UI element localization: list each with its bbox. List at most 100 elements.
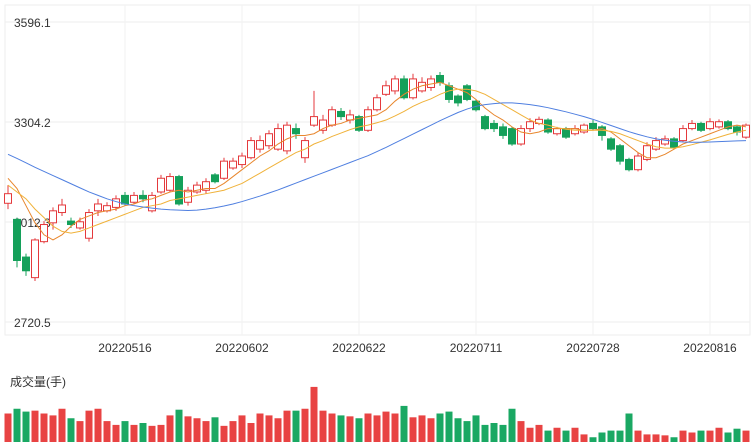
- candle-body: [652, 140, 660, 150]
- candle-body: [121, 194, 129, 205]
- volume-bar: [463, 421, 471, 442]
- volume-bar: [247, 423, 255, 442]
- volume-bar: [409, 417, 417, 442]
- candle-body: [697, 122, 705, 131]
- candle-body: [328, 109, 336, 126]
- candle-body: [436, 74, 444, 83]
- candle-body: [337, 110, 345, 118]
- candle-body: [670, 138, 678, 148]
- volume-bar: [634, 430, 642, 442]
- volume-bar: [517, 421, 525, 442]
- candle-body: [391, 78, 399, 92]
- volume-bar: [193, 418, 201, 442]
- volume-bar: [454, 418, 462, 442]
- plot-frame: [4, 4, 751, 336]
- candle-body: [688, 122, 696, 130]
- candle-body: [625, 158, 633, 171]
- volume-bar: [688, 432, 696, 442]
- volume-bar: [562, 430, 570, 442]
- x-tick-label: 20220622: [332, 341, 386, 355]
- x-tick-label: 20220516: [98, 341, 152, 355]
- candle-body: [31, 239, 39, 279]
- candle-body: [139, 194, 147, 200]
- candle-body: [148, 194, 156, 212]
- candle-body: [202, 181, 210, 191]
- candle-body: [607, 138, 615, 150]
- volume-bar: [274, 418, 282, 442]
- volume-bar: [148, 425, 156, 442]
- volume-bar: [427, 418, 435, 442]
- y-tick-label: 3304.2: [14, 116, 51, 130]
- volume-bar: [364, 413, 372, 442]
- candle-body: [247, 140, 255, 159]
- volume-bar: [166, 415, 174, 442]
- volume-bar: [319, 410, 327, 442]
- candle-body: [508, 128, 516, 145]
- volume-bar: [13, 408, 21, 442]
- y-tick-label: 2720.5: [14, 316, 51, 330]
- candle-body: [616, 145, 624, 162]
- candle-body: [706, 121, 714, 130]
- volume-bar: [535, 424, 543, 442]
- volume-bar: [310, 386, 318, 442]
- volume-bar: [400, 405, 408, 442]
- moving-average-line: [7, 102, 747, 211]
- volume-bar: [706, 430, 714, 442]
- candle-body: [454, 95, 462, 104]
- candle-body: [517, 128, 525, 145]
- volume-bar: [130, 424, 138, 442]
- candle-body: [22, 256, 30, 272]
- volume-bar: [373, 415, 381, 442]
- volume-bar: [301, 408, 309, 442]
- candle-body: [193, 184, 201, 193]
- volume-bar: [679, 430, 687, 442]
- candle-body: [238, 155, 246, 166]
- volume-bar: [697, 430, 705, 442]
- volume-bar: [85, 410, 93, 442]
- volume-bar: [598, 432, 606, 442]
- volume-bar: [715, 427, 723, 442]
- volume-bar: [661, 435, 669, 442]
- x-tick-label: 20220602: [215, 341, 269, 355]
- candle-body: [643, 145, 651, 160]
- volume-bar: [472, 415, 480, 442]
- volume-bar: [616, 430, 624, 442]
- candle-body: [634, 155, 642, 171]
- volume-bar: [391, 413, 399, 442]
- candle-body: [355, 116, 363, 131]
- candle-body: [40, 224, 48, 243]
- volume-bar: [544, 430, 552, 442]
- volume-bar: [580, 434, 588, 442]
- volume-bar: [112, 424, 120, 442]
- candle-body: [94, 203, 102, 212]
- volume-bar: [355, 418, 363, 442]
- volume-bar: [670, 437, 678, 442]
- volume-bar: [553, 427, 561, 442]
- volume-bar: [76, 421, 84, 442]
- candle-body: [166, 176, 174, 191]
- volume-bar: [571, 427, 579, 442]
- candle-body: [67, 220, 75, 226]
- candle-body: [229, 160, 237, 169]
- candle-body: [490, 122, 498, 130]
- volume-bar: [436, 413, 444, 442]
- volume-bar: [211, 417, 219, 442]
- candle-body: [274, 128, 282, 150]
- volume-bar: [256, 413, 264, 442]
- candle-body: [445, 85, 453, 100]
- candle-body: [499, 126, 507, 136]
- volume-bar: [22, 411, 30, 442]
- volume-bar: [202, 421, 210, 442]
- candle-body: [85, 212, 93, 239]
- candle-body: [553, 128, 561, 135]
- candle-body: [58, 204, 66, 214]
- volume-bar: [49, 415, 57, 442]
- candle-body: [580, 124, 588, 133]
- candle-body: [589, 122, 597, 130]
- candle-body: [679, 128, 687, 142]
- candle-body: [76, 221, 84, 229]
- candle-body: [220, 160, 228, 179]
- volume-bar: [103, 421, 111, 442]
- candle-body: [382, 85, 390, 95]
- volume-bar: [229, 421, 237, 442]
